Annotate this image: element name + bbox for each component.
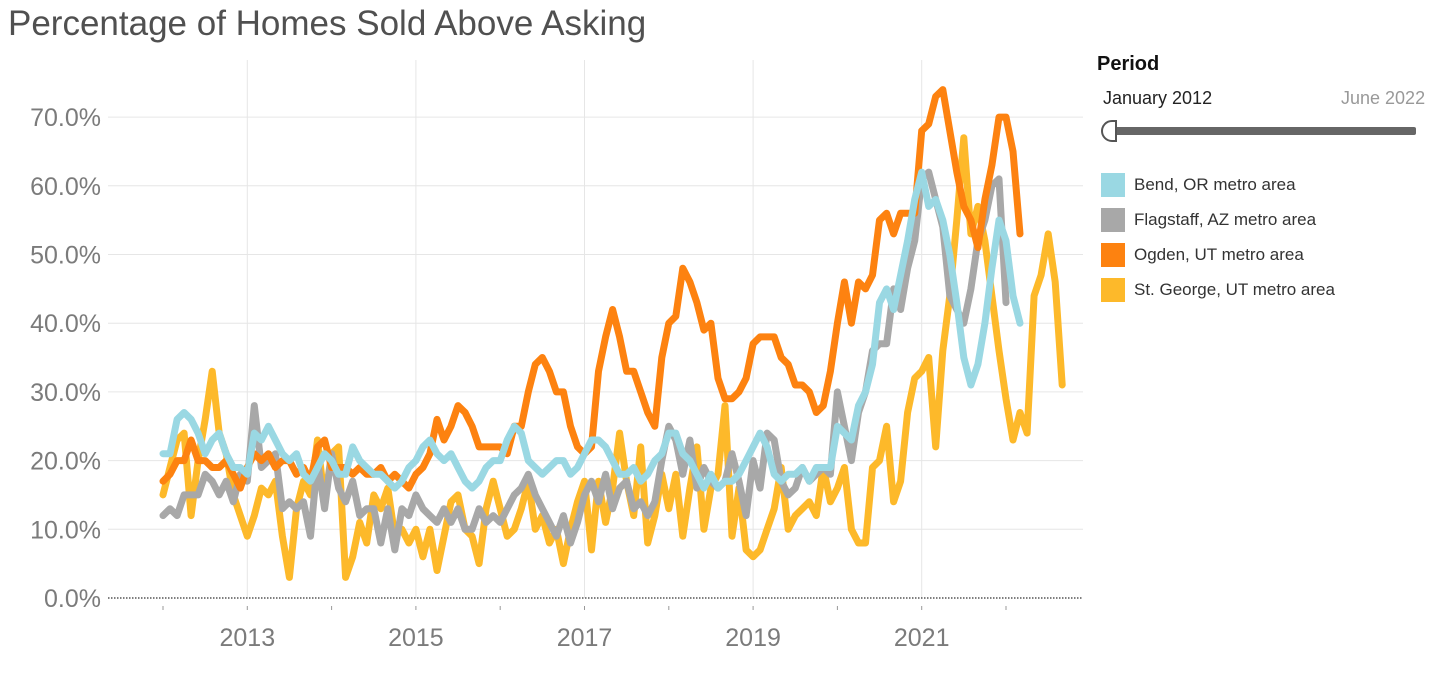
x-tick-label: 2015 [388, 624, 444, 652]
period-filter-title: Period [1097, 53, 1160, 75]
y-tick-label: 0.0% [44, 585, 101, 613]
legend-label-st-george: St. George, UT metro area [1134, 280, 1335, 299]
period-start-label: January 2012 [1103, 88, 1213, 108]
legend-swatch-st-george [1101, 278, 1125, 302]
x-tick-label: 2013 [219, 624, 275, 652]
legend-swatch-bend [1101, 173, 1125, 197]
axes: 0.0% 10.0% 20.0% 30.0% 40.0% 50.0% 60.0% 70.0% 2… [30, 104, 1083, 652]
y-tick-label: 40.0% [30, 310, 101, 338]
series-lines [159, 86, 1066, 581]
y-tick-label: 10.0% [30, 516, 101, 544]
y-tick-label: 30.0% [30, 379, 101, 407]
x-tick-label: 2017 [557, 624, 613, 652]
y-tick-label: 50.0% [30, 242, 101, 270]
legend-label-flagstaff: Flagstaff, AZ metro area [1134, 210, 1317, 229]
period-slider-handle[interactable] [1101, 120, 1117, 142]
y-tick-label: 70.0% [30, 104, 101, 132]
y-tick-label: 60.0% [30, 173, 101, 201]
x-tick-label: 2019 [725, 624, 781, 652]
legend-swatch-flagstaff [1101, 208, 1125, 232]
legend-swatch-ogden [1101, 243, 1125, 267]
series-line-bend[interactable] [159, 168, 1024, 492]
period-end-label: June 2022 [1341, 88, 1426, 108]
x-tick-label: 2021 [894, 624, 950, 652]
period-slider-track[interactable] [1112, 127, 1416, 135]
legend-label-bend: Bend, OR metro area [1134, 175, 1296, 194]
y-tick-label: 20.0% [30, 448, 101, 476]
legend-label-ogden: Ogden, UT metro area [1134, 245, 1304, 264]
chart-title: Percentage of Homes Sold Above Asking [8, 4, 647, 43]
